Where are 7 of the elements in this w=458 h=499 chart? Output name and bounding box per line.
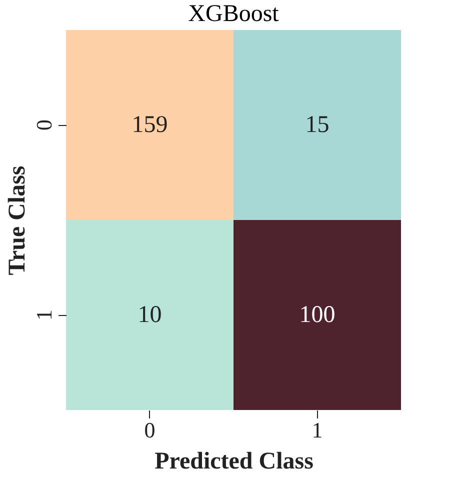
x-axis-title: Predicted Class	[154, 448, 314, 474]
data-label: 15	[305, 112, 330, 138]
y-axis-title: True Class	[4, 166, 30, 276]
chart-title: XGBoost	[188, 1, 280, 27]
data-label: 159	[132, 112, 168, 138]
data-label: 10	[138, 302, 162, 328]
data-label: 100	[299, 302, 336, 328]
